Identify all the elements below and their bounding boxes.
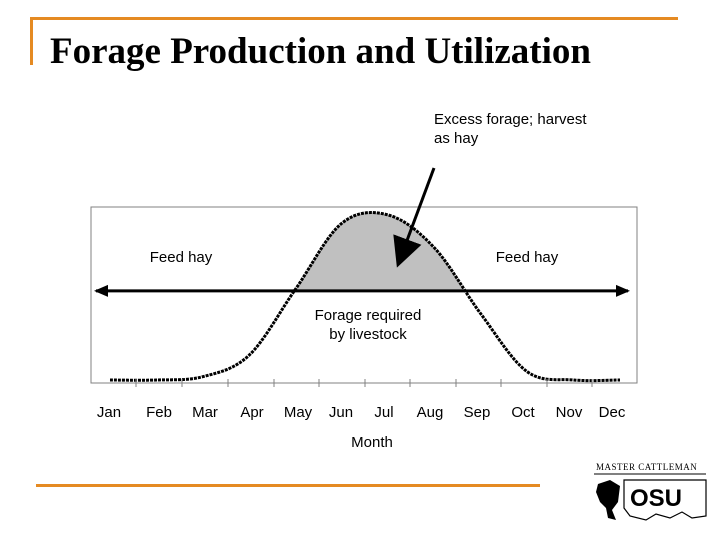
slide-title: Forage Production and Utilization: [50, 31, 591, 72]
feed-hay-right-label: Feed hay: [496, 249, 559, 266]
required-line-left-arrow: [94, 284, 108, 297]
x-tick-label-nov: Nov: [556, 404, 583, 421]
x-tick-label-dec: Dec: [599, 404, 626, 421]
bottom-accent-rule: [36, 484, 540, 487]
excess-forage-label-line1: Excess forage; harvest: [434, 111, 587, 128]
x-axis-labels: Jan Feb Mar Apr May Jun Jul Aug Sep Oct Nov Dec: [97, 404, 626, 421]
x-tick-label-sep: Sep: [464, 404, 491, 421]
x-tick-label-oct: Oct: [511, 404, 535, 421]
logo-caption: MASTER CATTLEMAN: [596, 462, 697, 472]
excess-forage-label-line2: as hay: [434, 130, 479, 147]
excess-forage-area: [294, 212, 466, 291]
logo-osu-text: OSU: [630, 485, 682, 512]
forage-required-label-line1: Forage required: [315, 307, 422, 324]
x-tick-label-jul: Jul: [374, 404, 393, 421]
master-cattleman-osu-logo: MASTER CATTLEMAN OSU: [594, 462, 707, 521]
x-tick-label-may: May: [284, 404, 313, 421]
forage-production-curve: [109, 211, 621, 383]
x-axis-ticks: [135, 379, 593, 387]
x-tick-label-jun: Jun: [329, 404, 353, 421]
x-tick-label-aug: Aug: [417, 404, 444, 421]
feed-hay-left-label: Feed hay: [150, 249, 213, 266]
plot-frame: [90, 206, 638, 384]
forage-required-label-line2: by livestock: [329, 326, 407, 343]
top-accent-rule: [30, 17, 678, 20]
excess-forage-arrow: [393, 167, 436, 268]
x-tick-label-jan: Jan: [97, 404, 121, 421]
cattleman-figure-icon: [596, 480, 620, 520]
x-tick-label-feb: Feb: [146, 404, 172, 421]
x-tick-label-apr: Apr: [240, 404, 263, 421]
x-tick-label-mar: Mar: [192, 404, 218, 421]
required-line-right-arrow: [616, 284, 630, 297]
x-axis-title: Month: [351, 434, 393, 451]
left-accent-rule: [30, 17, 33, 65]
